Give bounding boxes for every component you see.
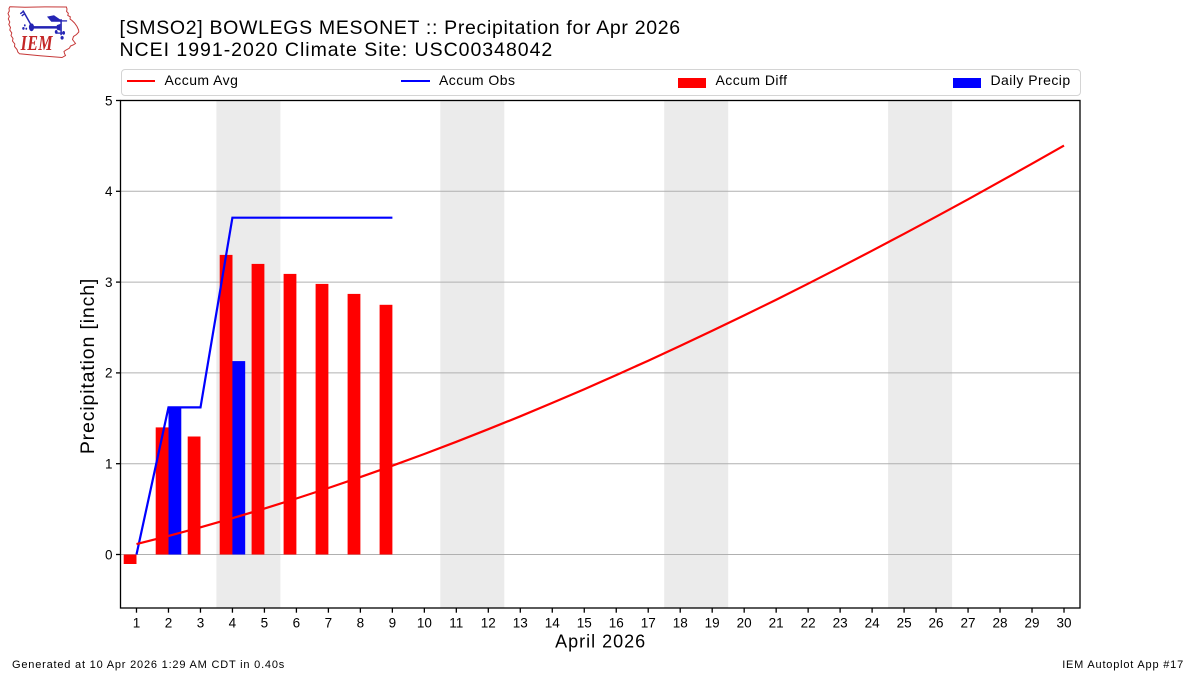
svg-text:15: 15 bbox=[577, 615, 592, 630]
svg-text:0: 0 bbox=[105, 547, 113, 562]
svg-text:24: 24 bbox=[865, 615, 881, 630]
svg-text:27: 27 bbox=[961, 615, 976, 630]
svg-text:1: 1 bbox=[133, 615, 141, 630]
svg-text:5: 5 bbox=[261, 615, 269, 630]
svg-text:4: 4 bbox=[229, 615, 237, 630]
svg-text:29: 29 bbox=[1025, 615, 1040, 630]
svg-text:1: 1 bbox=[105, 457, 113, 472]
svg-text:23: 23 bbox=[833, 615, 848, 630]
svg-text:17: 17 bbox=[641, 615, 656, 630]
svg-text:14: 14 bbox=[545, 615, 561, 630]
svg-text:7: 7 bbox=[325, 615, 333, 630]
svg-text:10: 10 bbox=[417, 615, 432, 630]
svg-text:2: 2 bbox=[105, 366, 113, 381]
svg-text:28: 28 bbox=[993, 615, 1008, 630]
svg-text:25: 25 bbox=[897, 615, 912, 630]
svg-text:20: 20 bbox=[737, 615, 752, 630]
svg-text:19: 19 bbox=[705, 615, 720, 630]
svg-text:Precipitation [inch]: Precipitation [inch] bbox=[77, 278, 99, 454]
svg-text:21: 21 bbox=[769, 615, 784, 630]
svg-text:IEM: IEM bbox=[20, 32, 54, 56]
svg-text:30: 30 bbox=[1056, 615, 1071, 630]
svg-text:22: 22 bbox=[801, 615, 816, 630]
svg-text:6: 6 bbox=[293, 615, 301, 630]
svg-text:18: 18 bbox=[673, 615, 688, 630]
svg-text:11: 11 bbox=[449, 615, 463, 630]
svg-text:3: 3 bbox=[197, 615, 205, 630]
svg-text:2: 2 bbox=[165, 615, 173, 630]
svg-text:16: 16 bbox=[609, 615, 624, 630]
svg-text:5: 5 bbox=[105, 93, 113, 108]
svg-text:April 2026: April 2026 bbox=[555, 632, 646, 652]
svg-text:9: 9 bbox=[389, 615, 397, 630]
svg-text:12: 12 bbox=[481, 615, 496, 630]
svg-text:13: 13 bbox=[513, 615, 528, 630]
svg-text:3: 3 bbox=[105, 275, 113, 290]
svg-text:8: 8 bbox=[357, 615, 365, 630]
svg-text:26: 26 bbox=[929, 615, 944, 630]
svg-text:4: 4 bbox=[105, 184, 113, 199]
